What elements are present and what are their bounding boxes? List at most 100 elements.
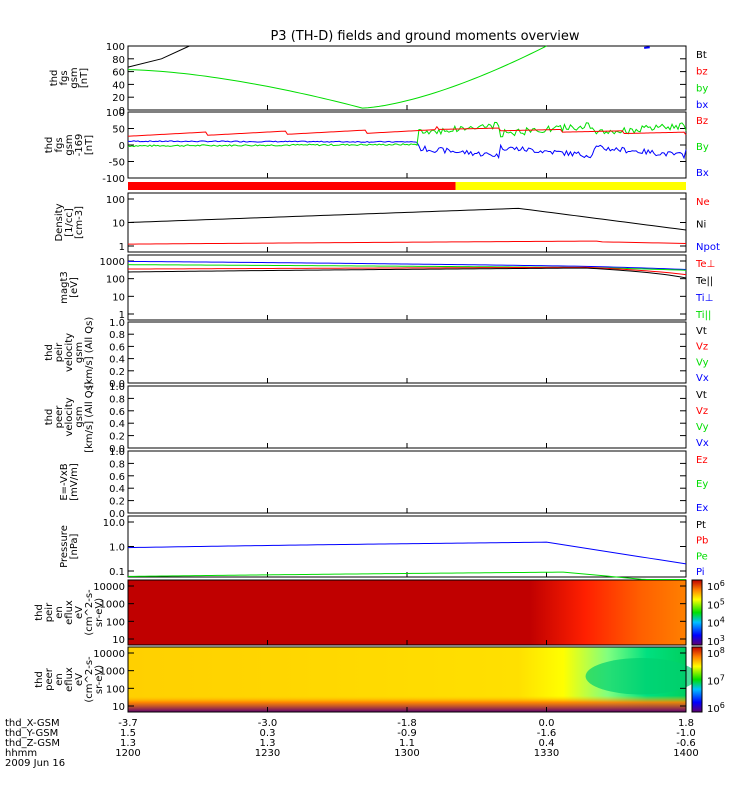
colorbar [691, 579, 703, 646]
legend-bx: bx [696, 100, 708, 111]
y-axis-label-line: en [54, 606, 65, 619]
y-axis-label-line: [nT] [84, 135, 95, 155]
legend-Ey: Ey [696, 479, 708, 490]
y-tick-label: 10 [112, 292, 125, 303]
y-tick-label: 40 [112, 80, 125, 91]
y-tick-label: 1000 [100, 257, 125, 268]
series-Te-par [127, 267, 687, 279]
y-tick-label: 0.2 [109, 432, 125, 443]
y-tick-label: 0.2 [109, 367, 125, 378]
y-axis-label-line: eV [74, 606, 85, 619]
panel-frame [127, 321, 687, 384]
electron-spectrogram-low-energy [128, 647, 686, 712]
y-axis-label-line: gsm [69, 67, 80, 88]
series-bx [644, 46, 650, 49]
legend-Pi: Pi [696, 567, 705, 578]
y-tick-label: 0.4 [109, 484, 125, 495]
y-tick-label: 100 [106, 684, 125, 695]
legend-Ne: Ne [696, 197, 710, 208]
y-tick-label: 10000 [93, 582, 125, 593]
legend-Vx: Vx [696, 438, 709, 449]
y-tick-label: 0.4 [109, 419, 125, 430]
y-axis-label-line: [cm-3] [74, 206, 85, 239]
y-axis-label-line: Pressure [59, 525, 70, 568]
series-Ne [127, 240, 687, 245]
x-axis-value: -0.9 [397, 728, 417, 739]
y-axis-label-line: [km/s] (All Qs) [84, 317, 95, 389]
y-axis-label-line: -169 [74, 134, 85, 157]
panel-ele_spec: 10000 1000 100 10 thd peer en eflux eV (cm^2-s-sr… [34, 646, 725, 715]
series-Bx [127, 140, 687, 160]
x-axis-value: -0.6 [676, 738, 696, 749]
x-axis-value: 1300 [394, 748, 419, 759]
x-axis-value: 1230 [255, 748, 280, 759]
x-axis-value: 1200 [115, 748, 140, 759]
x-axis-value: -1.8 [397, 718, 417, 729]
legend-Ex: Ex [696, 503, 708, 514]
y-tick-label: 80 [112, 55, 125, 66]
legend-Vx: Vx [696, 373, 709, 384]
y-axis-label: thd fgs gsm [nT] [49, 67, 90, 88]
y-axis-label-line: peer [44, 667, 55, 691]
panel-density: 100 10 1 Density [1/cc] [cm-3] Ne Ni Npot [54, 192, 720, 253]
legend-Npot: Npot [696, 242, 720, 253]
y-axis-label-line: [nPa] [69, 533, 80, 559]
legend-Pb: Pb [696, 536, 708, 547]
series-Te-perp [127, 266, 687, 276]
y-axis-label: E=-VxB [mV/m] [59, 463, 80, 501]
series-Ti-perp [127, 260, 687, 271]
legend-Bx: Bx [696, 168, 709, 179]
x-axis-value: 0.0 [539, 718, 555, 729]
y-tick-label: 100 [106, 108, 125, 119]
legend-Vy: Vy [696, 357, 709, 368]
panel-temp: 1000 100 10 1 magt3 [eV] Te⊥ Te|| Ti⊥ Ti|| [59, 254, 715, 321]
y-axis-label: thd fgs gsm -169 [nT] [44, 134, 95, 157]
y-axis-label-line: sr-eV) [94, 665, 105, 694]
legend-Ti||: Ti|| [695, 310, 711, 321]
x-axis-value: 1330 [534, 748, 559, 759]
series-Pi [127, 541, 687, 565]
x-axis-value: 1.3 [260, 738, 276, 749]
y-tick-label: 1.0 [109, 543, 125, 554]
y-tick-label: 10.0 [103, 518, 125, 529]
y-axis-label-line: thd [34, 671, 45, 688]
y-axis-label-line: velocity [64, 333, 75, 372]
y-tick-label: 0 [119, 106, 125, 117]
legend-bz: bz [696, 67, 708, 78]
x-axis-value: 1.8 [678, 718, 694, 729]
legend-Te||: Te|| [695, 276, 713, 287]
legend-Vz: Vz [696, 406, 708, 417]
panel-pressure: 10.0 1.0 0.1 Pressure [nPa] Pt Pb Pe Pi [59, 515, 708, 578]
y-axis-label-line: Density [54, 203, 65, 241]
y-tick-label: 0.0 [109, 509, 125, 520]
colorbar-label: 103 [707, 634, 725, 648]
legend-Ti⊥: Ti⊥ [695, 293, 713, 304]
legend-Vt: Vt [696, 390, 707, 401]
y-tick-label: 60 [112, 68, 125, 79]
y-axis-label-line: peir [44, 602, 55, 622]
legend-Bt: Bt [696, 50, 707, 61]
y-tick-label: 50 [112, 125, 125, 136]
y-axis-label-line: (cm^2-s- [84, 589, 95, 636]
y-tick-label: 0.6 [109, 407, 125, 418]
y-axis-label-line: eflux [64, 667, 75, 692]
y-tick-label: 1.0 [109, 318, 125, 329]
x-axis-value: -3.0 [258, 718, 278, 729]
panel-ion_spec: 10000 1000 100 10 thd peir en eflux eV (cm^2-s-sr… [34, 579, 725, 648]
y-tick-label: 100 [106, 275, 125, 286]
y-axis-label-line: velocity [64, 397, 75, 436]
legend-By: By [696, 142, 709, 153]
x-axis-row-label: thd_Z-GSM [5, 738, 60, 749]
colorbar-label: 108 [707, 646, 725, 660]
panel-frame [127, 385, 687, 449]
y-axis-label-line: thd [34, 604, 45, 621]
legend-Te⊥: Te⊥ [695, 259, 715, 270]
y-axis-label-line: [km/s] (All Qs) [84, 381, 95, 453]
y-axis-label: Pressure [nPa] [59, 525, 80, 568]
x-axis-value: 1.3 [120, 738, 136, 749]
y-axis-label-line: en [54, 673, 65, 686]
y-tick-label: 0 [119, 141, 125, 152]
series-Bz [127, 125, 687, 137]
